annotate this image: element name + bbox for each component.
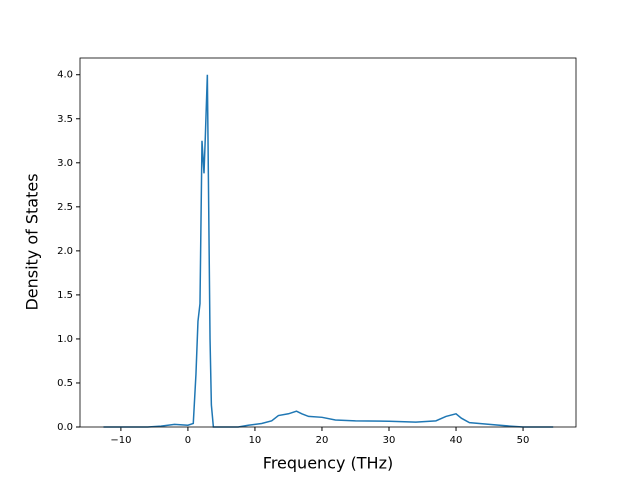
y-tick-label: 1.0: [57, 334, 73, 345]
x-tick-label: 40: [450, 435, 463, 446]
x-tick-label: 50: [517, 435, 530, 446]
y-tick-label: 0.0: [57, 422, 73, 433]
y-tick-label: 3.5: [57, 114, 73, 125]
x-tick-label: 30: [383, 435, 396, 446]
x-tick-label: 0: [185, 435, 191, 446]
y-tick-label: 1.5: [57, 290, 73, 301]
x-axis-title: Frequency (THz): [263, 454, 393, 473]
y-tick-label: 2.5: [57, 202, 73, 213]
x-tick-label: −10: [110, 435, 131, 446]
y-axis-title: Density of States: [23, 173, 42, 310]
x-tick-label: 20: [316, 435, 329, 446]
y-tick-label: 4.0: [57, 70, 73, 81]
x-tick-label: 10: [249, 435, 262, 446]
y-tick-label: 2.0: [57, 246, 73, 257]
plot-frame: [79, 57, 577, 428]
y-tick-label: 3.0: [57, 158, 73, 169]
data-line: [103, 74, 554, 428]
y-tick-label: 0.5: [57, 378, 73, 389]
